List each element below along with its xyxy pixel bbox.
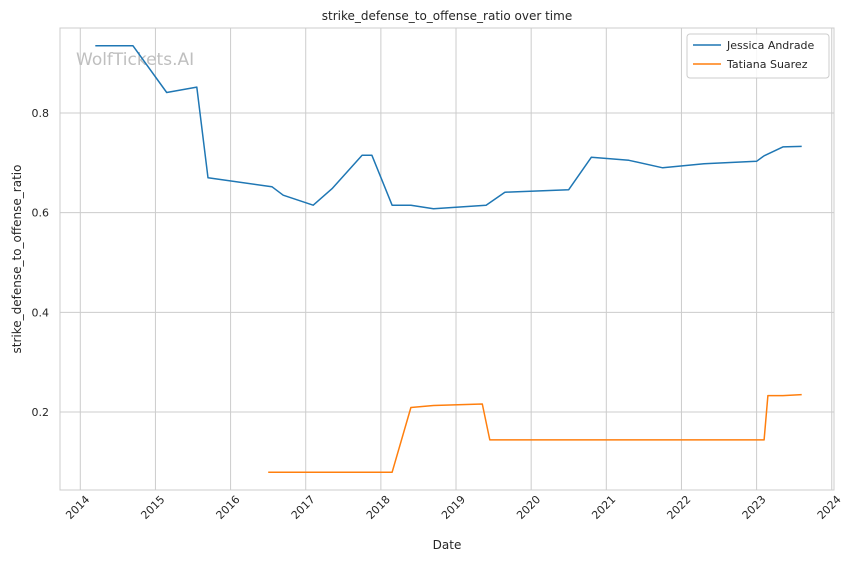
series-line-1 bbox=[268, 393, 802, 474]
series-group bbox=[95, 44, 802, 474]
legend: Jessica Andrade Tatiana Suarez bbox=[686, 33, 830, 79]
chart-title: strike_defense_to_offense_ratio over tim… bbox=[322, 9, 572, 23]
series-line-0 bbox=[95, 44, 802, 210]
y-axis-label: strike_defense_to_offense_ratio bbox=[10, 165, 24, 354]
y-tick-label: 0.8 bbox=[32, 107, 50, 120]
legend-label: Tatiana Suarez bbox=[726, 58, 808, 71]
grid bbox=[60, 28, 834, 490]
y-tick-label: 0.4 bbox=[32, 306, 50, 319]
y-tick-label: 0.6 bbox=[32, 207, 50, 220]
y-tick-labels: 0.2 0.4 0.6 0.8 bbox=[32, 107, 50, 419]
x-axis-label: Date bbox=[433, 538, 462, 552]
legend-box bbox=[686, 33, 830, 79]
watermark-text: WolfTickets.AI bbox=[76, 50, 194, 70]
plot-area bbox=[59, 27, 835, 491]
legend-label: Jessica Andrade bbox=[726, 39, 815, 52]
y-tick-label: 0.2 bbox=[32, 406, 50, 419]
